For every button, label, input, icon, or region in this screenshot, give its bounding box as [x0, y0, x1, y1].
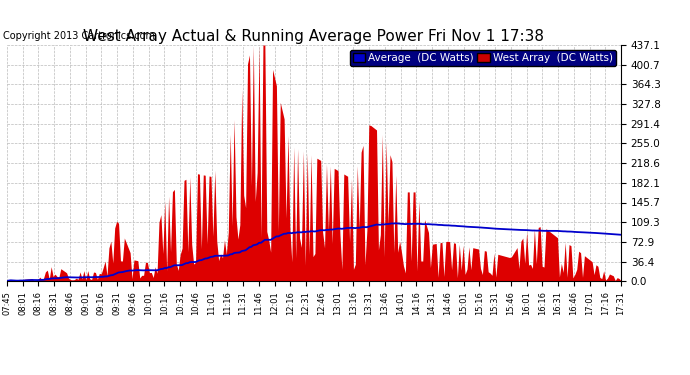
Text: Copyright 2013 Cartronics.com: Copyright 2013 Cartronics.com [3, 32, 155, 41]
Legend: Average  (DC Watts), West Array  (DC Watts): Average (DC Watts), West Array (DC Watts… [350, 50, 615, 66]
Title: West Array Actual & Running Average Power Fri Nov 1 17:38: West Array Actual & Running Average Powe… [83, 29, 544, 44]
